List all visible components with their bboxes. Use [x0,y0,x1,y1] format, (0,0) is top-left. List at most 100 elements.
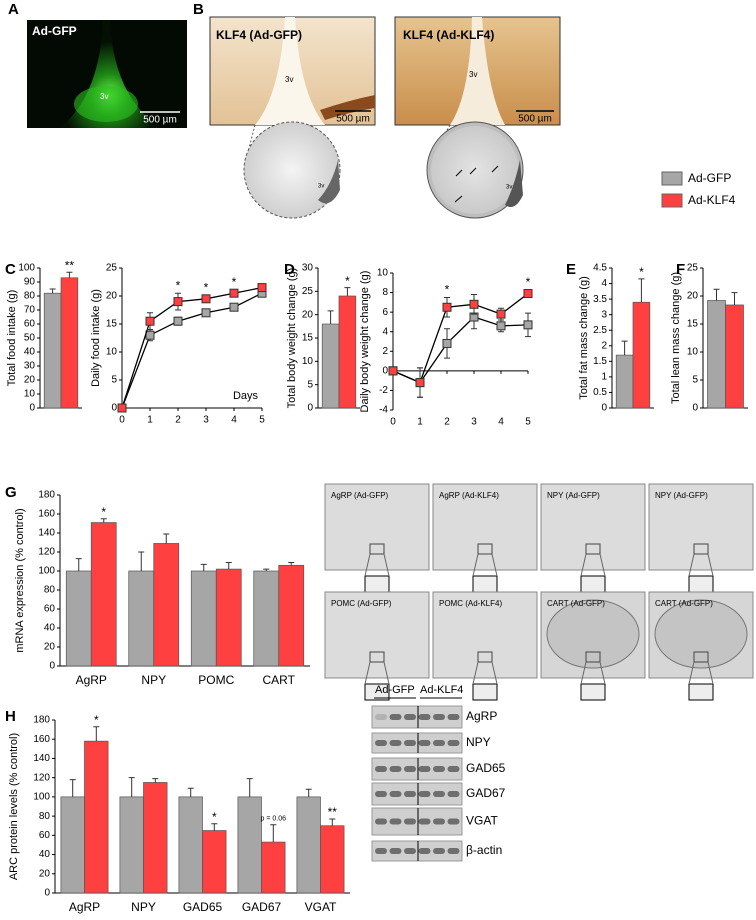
zoom-box [364,683,390,701]
image-label: KLF4 (Ad-KLF4) [403,28,494,42]
y-tick-label: 140 [33,753,50,764]
marker [117,403,127,413]
y-tick-label: 70 [24,305,36,316]
y-tick-label: 160 [38,509,55,520]
zoom-line [707,661,714,685]
error-bar [288,561,295,566]
region-label: 3v [469,70,477,79]
ventricle [450,17,505,125]
y-tick-label: 30 [24,361,36,372]
blot-band [389,791,402,797]
bar [278,564,305,667]
roi-box [369,651,385,663]
image-label: Ad-GFP [32,24,77,38]
panel-label: F [676,261,685,278]
y-tick-label: 0 [382,365,388,376]
blot-band [404,740,416,746]
zoom-line [688,553,695,577]
arrows [454,165,499,203]
bar [43,292,62,409]
error-bar [69,779,76,797]
micrograph-label: AgRP (Ad-GFP) [331,491,389,500]
bar [65,570,92,667]
marker [229,302,239,312]
x-tick-label: 2 [175,415,181,426]
y-tick-label: 1.5 [593,356,607,367]
blot-band [404,818,416,825]
error-bar [713,288,720,301]
zoom-line [599,553,606,577]
blot-group: Ad-KLF4 [420,684,463,696]
y-tick-label: 1 [601,372,607,383]
micrograph [648,483,754,571]
x-tick-label: 1 [417,417,423,428]
panel-label: E [566,261,576,278]
legend-swatch [661,171,683,186]
marker [469,299,479,309]
blot-band [418,848,431,854]
gfp-signal [74,86,138,122]
error-bar [270,824,277,843]
y-tick-label: 40 [44,623,56,634]
x-tick-label: NPY [131,900,156,914]
error-bar [152,778,159,783]
y-tick-label: 40 [39,849,51,860]
blot-band [433,740,445,746]
x-tick-label: GAD67 [242,900,282,914]
marker [201,308,211,318]
marker [257,283,267,293]
blot-label: GAD67 [466,786,506,800]
blot-band [404,791,416,797]
panel-label: A [8,1,19,18]
blot-band [389,766,402,772]
brain-section [654,599,748,669]
legend-swatch [661,193,683,208]
bar [90,522,117,667]
bar [119,796,144,894]
y-tick-label: 90 [24,277,36,288]
y-tick-label: 10 [106,347,118,358]
x-tick-label: 4 [231,415,237,426]
inset [243,121,341,219]
zoom-box [688,575,714,593]
blot-band [375,848,387,854]
zoom-line [580,661,587,685]
y-axis-label: Total body weight change (g) [286,268,298,409]
blot-label: β-actin [466,843,502,857]
y-tick-label: 5 [692,375,698,386]
y-tick-label: 0.5 [593,387,607,398]
line [392,316,529,384]
y-tick-label: 60 [44,604,56,615]
error-bar [211,823,218,831]
y-tick-label: 0 [44,888,50,899]
blot-band [418,818,431,825]
blot-band [433,848,445,854]
y-tick-label: 100 [18,263,35,274]
micrograph [324,591,430,679]
blot-band [389,714,402,720]
error-bar [49,288,56,294]
bar [84,740,109,894]
y-tick-label: 5 [111,375,117,386]
blot-band [375,818,387,825]
significance: * [94,713,99,727]
significance: p = 0.06 [261,816,287,823]
error-bar [66,271,73,278]
blot-band [447,740,460,746]
y-tick-label: 10 [687,347,699,358]
y-axis-label: Total fat mass change (g) [578,276,590,400]
roi-box [585,543,601,555]
y-tick-label: 10 [302,356,314,367]
marker [173,316,183,326]
x-tick-label: GAD65 [183,900,223,914]
significance: * [345,274,350,288]
significance: * [212,810,217,824]
y-tick-label: 2 [601,340,607,351]
y-tick-label: 60 [39,830,51,841]
roi-box [693,543,709,555]
bar [215,568,242,667]
error-bar [731,292,738,305]
bar [320,825,345,894]
bar [725,304,744,409]
y-tick-label: 180 [33,715,50,726]
